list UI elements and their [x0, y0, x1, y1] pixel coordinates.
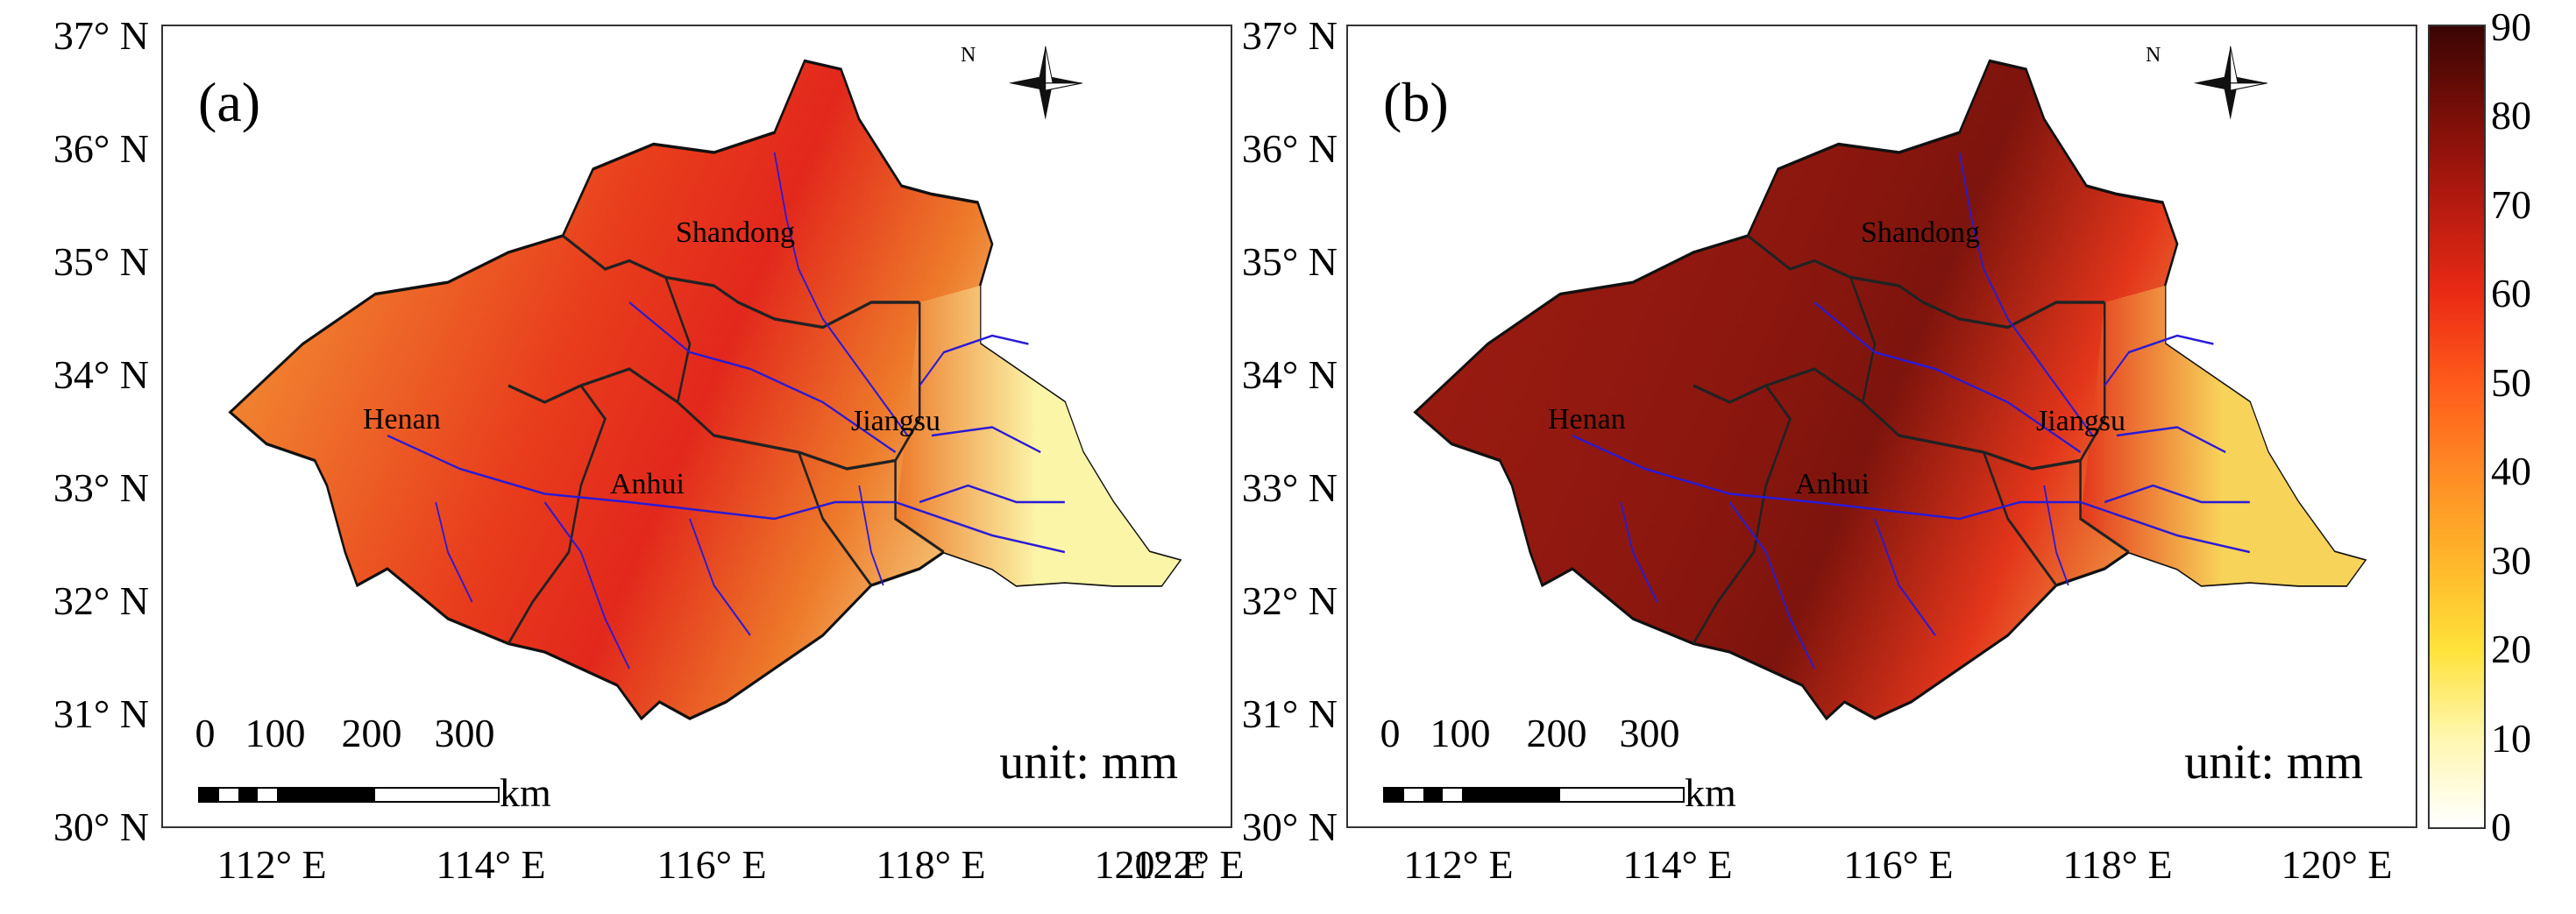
compass-letter-b: N — [2146, 44, 2161, 67]
lon-tick: 112° E — [216, 842, 327, 887]
colorbar-tick: 60 — [2491, 271, 2531, 315]
lon-tick-122: 122° E — [1132, 842, 1245, 887]
lat-tick: 36° N — [1241, 126, 1338, 171]
lat-tick: 31° N — [53, 691, 149, 736]
scale-numbers-a: 0 100 200 300 — [163, 710, 777, 762]
lat-tick: 30° N — [53, 804, 149, 849]
compass-letter-a: N — [961, 44, 976, 67]
panel-label-a: (a) — [198, 71, 261, 133]
province-label-jiangsu-b: Jiangsu — [2036, 405, 2125, 437]
basin-east-b — [2080, 286, 2365, 585]
lat-tick: 30° N — [1241, 804, 1338, 849]
colorbar-tick: 10 — [2491, 716, 2531, 761]
scale-unit-a: km — [500, 770, 551, 815]
province-label-shandong-a: Shandong — [676, 216, 795, 249]
lat-tick: 31° N — [1241, 691, 1338, 736]
unit-label-b: unit: mm — [2184, 735, 2363, 790]
lon-tick: 112° E — [1403, 842, 1514, 887]
lon-tick: 114° E — [436, 842, 546, 887]
scale-numbers-b: 0 100 200 300 — [1348, 710, 1962, 762]
scale-number-100: 100 — [1430, 711, 1491, 755]
lon-tick: 120° E — [2281, 842, 2393, 887]
lat-tick: 34° N — [53, 352, 149, 397]
scale-number-300: 300 — [434, 711, 495, 755]
province-boundaries-a — [507, 234, 945, 645]
scale-number-100: 100 — [245, 711, 306, 755]
colorbar-tick: 30 — [2491, 538, 2531, 583]
lat-tick: 35° N — [1241, 239, 1338, 284]
scale-bar-b — [1383, 787, 1685, 803]
lon-tick: 116° E — [656, 842, 767, 887]
province-label-shandong-b: Shandong — [1861, 216, 1980, 249]
scale-number-0: 0 — [1380, 711, 1401, 755]
lat-tick: 37° N — [53, 13, 149, 58]
lon-tick: 118° E — [2062, 842, 2173, 887]
colorbar — [2428, 25, 2486, 829]
basin-map-b — [1413, 46, 2367, 721]
lon-tick: 114° E — [1622, 842, 1733, 887]
lon-tick: 118° E — [876, 842, 986, 887]
lat-tick: 37° N — [1241, 13, 1338, 58]
colorbar-tick: 20 — [2491, 627, 2531, 671]
colorbar-tick: 0 — [2491, 804, 2511, 849]
lat-tick: 32° N — [53, 578, 149, 623]
map-panel-b: (b) unit: mm 0 100 200 300 km N Shandong… — [1346, 25, 2417, 828]
scale-number-300: 300 — [1619, 711, 1680, 755]
scale-unit-b: km — [1685, 770, 1736, 815]
basin-east-a — [895, 286, 1180, 585]
lat-tick: 36° N — [53, 126, 149, 171]
lat-tick: 35° N — [53, 239, 149, 284]
colorbar-tick: 40 — [2491, 449, 2531, 493]
province-label-jiangsu-a: Jiangsu — [851, 405, 940, 437]
compass-rose-b — [2193, 46, 2267, 120]
province-label-henan-a: Henan — [363, 403, 441, 436]
colorbar-tick: 70 — [2491, 182, 2531, 227]
scale-number-200: 200 — [1526, 711, 1587, 755]
province-boundaries-b — [1692, 234, 2130, 645]
rivers-b — [1572, 152, 2250, 670]
panel-label-b: (b) — [1383, 71, 1449, 133]
compass-rose-a — [1008, 46, 1082, 120]
province-label-anhui-b: Anhui — [1795, 468, 1870, 500]
colorbar-tick: 80 — [2491, 93, 2531, 138]
colorbar-tick: 50 — [2491, 360, 2531, 405]
basin-map-a — [228, 46, 1182, 721]
scale-bar-a — [198, 787, 500, 803]
map-panel-a: (a) unit: mm 0 100 200 300 km N Shandong… — [161, 25, 1232, 828]
scale-number-0: 0 — [195, 711, 216, 755]
lon-tick: 116° E — [1843, 842, 1954, 887]
province-label-henan-b: Henan — [1548, 403, 1626, 436]
colorbar-tick: 90 — [2491, 4, 2531, 49]
lat-tick: 32° N — [1241, 578, 1338, 623]
province-label-anhui-a: Anhui — [610, 468, 685, 500]
scale-number-200: 200 — [341, 711, 402, 755]
rivers-a — [387, 152, 1065, 670]
lon-tick: 120° E — [1094, 842, 1206, 887]
lat-tick: 34° N — [1241, 352, 1338, 397]
lat-tick: 33° N — [1241, 465, 1338, 510]
lat-tick: 33° N — [53, 465, 149, 510]
unit-label-a: unit: mm — [999, 735, 1178, 790]
